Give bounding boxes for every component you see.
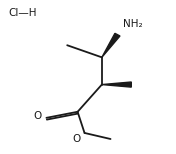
Text: NH₂: NH₂ <box>123 19 142 29</box>
Polygon shape <box>102 33 120 57</box>
Text: O: O <box>72 134 80 144</box>
Polygon shape <box>102 82 131 87</box>
Text: O: O <box>34 111 42 121</box>
Text: Cl—H: Cl—H <box>8 8 37 18</box>
